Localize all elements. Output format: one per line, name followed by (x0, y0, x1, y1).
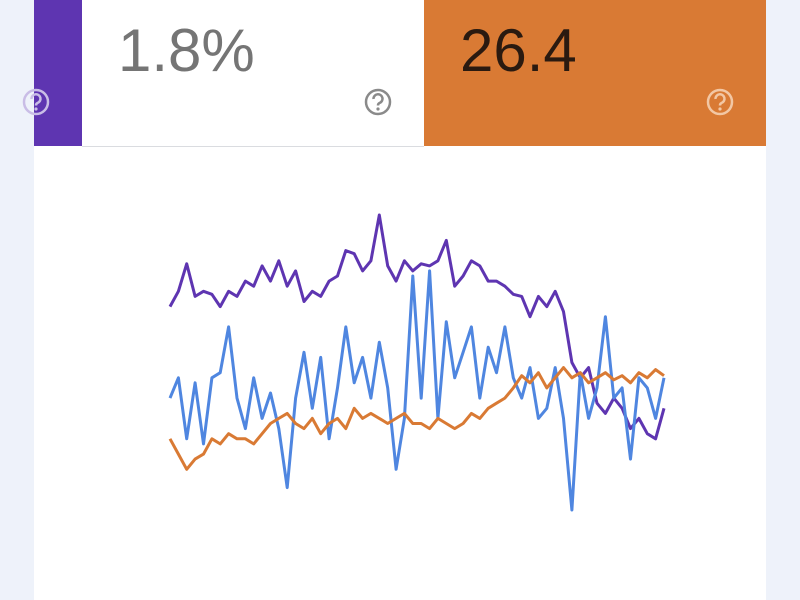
metric-value: 26.4 (460, 17, 577, 84)
series-line (168, 366, 665, 471)
help-icon[interactable] (704, 86, 736, 118)
metric-card[interactable]: 26.4 (424, 0, 766, 146)
help-icon[interactable] (362, 86, 394, 118)
metric-card[interactable] (22, 0, 82, 146)
series-line (168, 269, 666, 512)
chart (168, 213, 666, 512)
panel: 1.8% 26.4 (22, 0, 766, 600)
metric-card[interactable]: 1.8% (82, 0, 424, 147)
help-icon[interactable] (20, 86, 52, 118)
metric-value: 1.8% (118, 17, 255, 84)
